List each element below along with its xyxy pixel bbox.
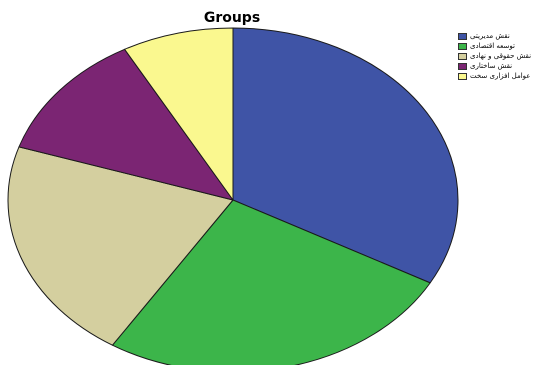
legend-swatch-2 bbox=[458, 42, 467, 50]
pie-slice-3 bbox=[7, 146, 234, 346]
pie-slice-4 bbox=[18, 48, 234, 201]
legend-item-4: نقش ساختاری bbox=[446, 61, 543, 71]
legend-item-5: عوامل افزاری سخت bbox=[446, 71, 543, 81]
legend: نقش مدیریتی توسعه اقتصادی نقش حقوقی و نهاد… bbox=[446, 31, 543, 81]
chart-title: Groups bbox=[203, 10, 261, 26]
pie-slice-5 bbox=[124, 27, 234, 201]
legend-swatch-4 bbox=[458, 62, 467, 70]
legend-label-5: عوامل افزاری سخت bbox=[470, 72, 531, 80]
pie-slice-2 bbox=[111, 199, 431, 365]
legend-item-3: نقش حقوقی و نهادی bbox=[446, 51, 543, 61]
legend-label-2: توسعه اقتصادی bbox=[470, 42, 515, 50]
legend-swatch-3 bbox=[458, 52, 467, 60]
legend-item-1: نقش مدیریتی bbox=[446, 31, 543, 41]
legend-item-2: توسعه اقتصادی bbox=[446, 41, 543, 51]
legend-label-3: نقش حقوقی و نهادی bbox=[470, 52, 532, 60]
legend-label-1: نقش مدیریتی bbox=[470, 32, 510, 40]
legend-swatch-1 bbox=[458, 32, 467, 40]
pie-slice-1 bbox=[232, 27, 459, 284]
legend-label-4: نقش ساختاری bbox=[470, 62, 513, 70]
legend-swatch-5 bbox=[458, 72, 467, 80]
